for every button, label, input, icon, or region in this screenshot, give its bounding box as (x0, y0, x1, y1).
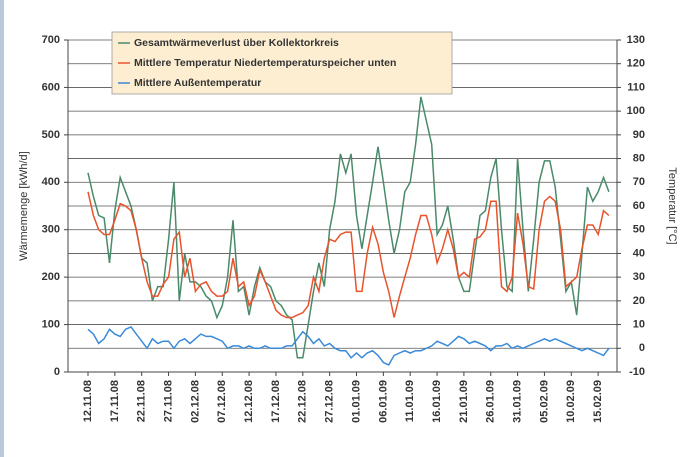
y2-tick-label: 100 (627, 105, 645, 117)
x-tick-label: 12.11.08 (82, 380, 94, 422)
x-tick-label: 17.11.08 (109, 380, 121, 422)
x-tick-label: 26.01.09 (485, 380, 497, 423)
x-tick-label: 22.11.08 (136, 380, 148, 422)
y-tick-label: 500 (42, 129, 60, 141)
x-tick-label: 10.02.09 (565, 380, 577, 423)
series-line (87, 325, 610, 366)
y-tick-label: 100 (42, 318, 60, 330)
x-tick-label: 01.01.09 (350, 380, 362, 423)
legend-box (111, 31, 453, 95)
x-tick-label: 16.01.09 (431, 380, 443, 423)
y2-tick-label: 40 (633, 247, 645, 259)
x-tick-label: 17.12.08 (270, 380, 282, 423)
y-tick-label: 600 (42, 81, 60, 93)
y2-tick-label: -10 (629, 366, 645, 378)
legend-label: Gesamtwärmeverlust über Kollektorkreis (134, 37, 339, 49)
x-tick-label: 22.12.08 (297, 380, 309, 423)
y-axis-label: Wärmemenge [kWh/d] (18, 151, 30, 260)
legend-label: Mittlere Außentemperatur (134, 77, 261, 89)
x-tick-label: 21.01.09 (458, 380, 470, 423)
y2-tick-label: 50 (633, 224, 645, 236)
y-tick-label: 0 (54, 366, 60, 378)
y2-tick-label: 80 (633, 152, 645, 164)
frame-edge (0, 0, 4, 457)
x-tick-label: 12.12.08 (243, 380, 255, 423)
x-tick-label: 27.11.08 (162, 380, 174, 422)
y2-tick-label: 60 (633, 200, 645, 212)
series-line (87, 96, 610, 359)
y-tick-label: 200 (42, 271, 60, 283)
x-tick-label: 15.02.09 (592, 380, 604, 423)
y2-tick-label: 110 (627, 81, 645, 93)
legend-label: Mittlere Temperatur Niedertemperaturspei… (134, 57, 396, 69)
series-line (87, 191, 610, 319)
y2-tick-label: 90 (633, 129, 645, 141)
x-tick-label: 11.01.09 (404, 380, 416, 422)
x-tick-label: 05.02.09 (538, 380, 550, 423)
x-tick-label: 31.01.09 (512, 380, 524, 423)
y2-tick-label: 120 (627, 58, 645, 70)
y2-tick-label: 10 (633, 318, 645, 330)
y2-tick-label: 70 (633, 176, 645, 188)
y2-tick-label: 30 (633, 271, 645, 283)
x-tick-label: 06.01.09 (377, 380, 389, 423)
y-tick-label: 700 (42, 34, 60, 46)
x-tick-label: 02.12.08 (189, 380, 201, 423)
y-tick-label: 400 (42, 176, 60, 188)
y2-axis-label: Temperatur [°C] (666, 167, 678, 244)
y2-tick-label: 20 (633, 295, 645, 307)
x-tick-label: 07.12.08 (216, 380, 228, 423)
y2-tick-label: 0 (639, 342, 645, 354)
y-tick-label: 300 (42, 224, 60, 236)
x-tick-label: 27.12.08 (324, 380, 336, 423)
y2-tick-label: 130 (627, 34, 645, 46)
